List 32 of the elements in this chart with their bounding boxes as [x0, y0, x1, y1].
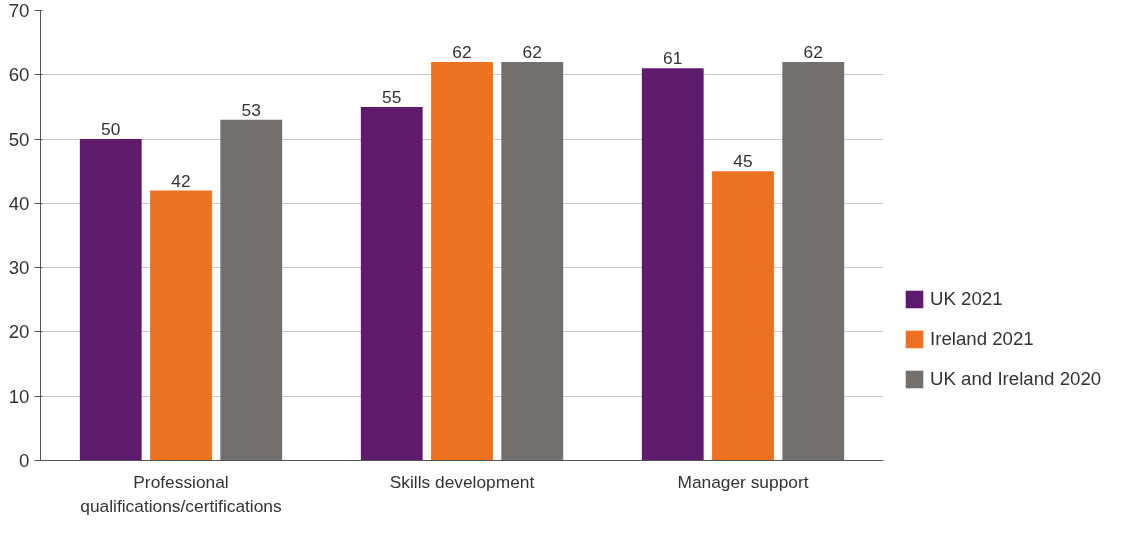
bar	[150, 190, 212, 461]
data-label: 62	[452, 41, 472, 62]
bar	[782, 61, 845, 461]
x-tick-label: Skills development	[389, 471, 535, 492]
x-tick-label: Manager support	[677, 471, 809, 492]
bar	[712, 171, 774, 461]
y-tick-label: 10	[8, 385, 30, 407]
x-tick-label: Professional qualifications/certifications	[80, 471, 282, 516]
data-label: 62	[803, 41, 823, 62]
y-tick-label: 40	[8, 192, 30, 214]
bar	[360, 106, 423, 461]
y-tick-label: 0	[19, 450, 30, 471]
y-tick-label: 70	[8, 0, 30, 21]
y-tick-label: 50	[8, 128, 30, 150]
data-label: 61	[663, 48, 683, 69]
bar	[79, 139, 142, 461]
legend-label: Ireland 2021	[930, 328, 1034, 350]
bar	[501, 61, 564, 461]
legend-label: UK and Ireland 2020	[930, 368, 1102, 390]
y-tick-label: 20	[8, 321, 30, 343]
data-label: 50	[101, 119, 121, 140]
y-tick-label: 30	[8, 257, 30, 279]
bar	[431, 61, 493, 461]
data-label: 53	[241, 99, 261, 120]
y-tick-label: 60	[8, 64, 30, 86]
data-label: 45	[733, 151, 753, 172]
data-label: 42	[171, 170, 191, 191]
data-label: 62	[522, 41, 542, 62]
bar	[220, 119, 283, 461]
bar	[641, 68, 704, 461]
legend-label: UK 2021	[930, 288, 1003, 310]
data-label: 55	[382, 86, 402, 107]
